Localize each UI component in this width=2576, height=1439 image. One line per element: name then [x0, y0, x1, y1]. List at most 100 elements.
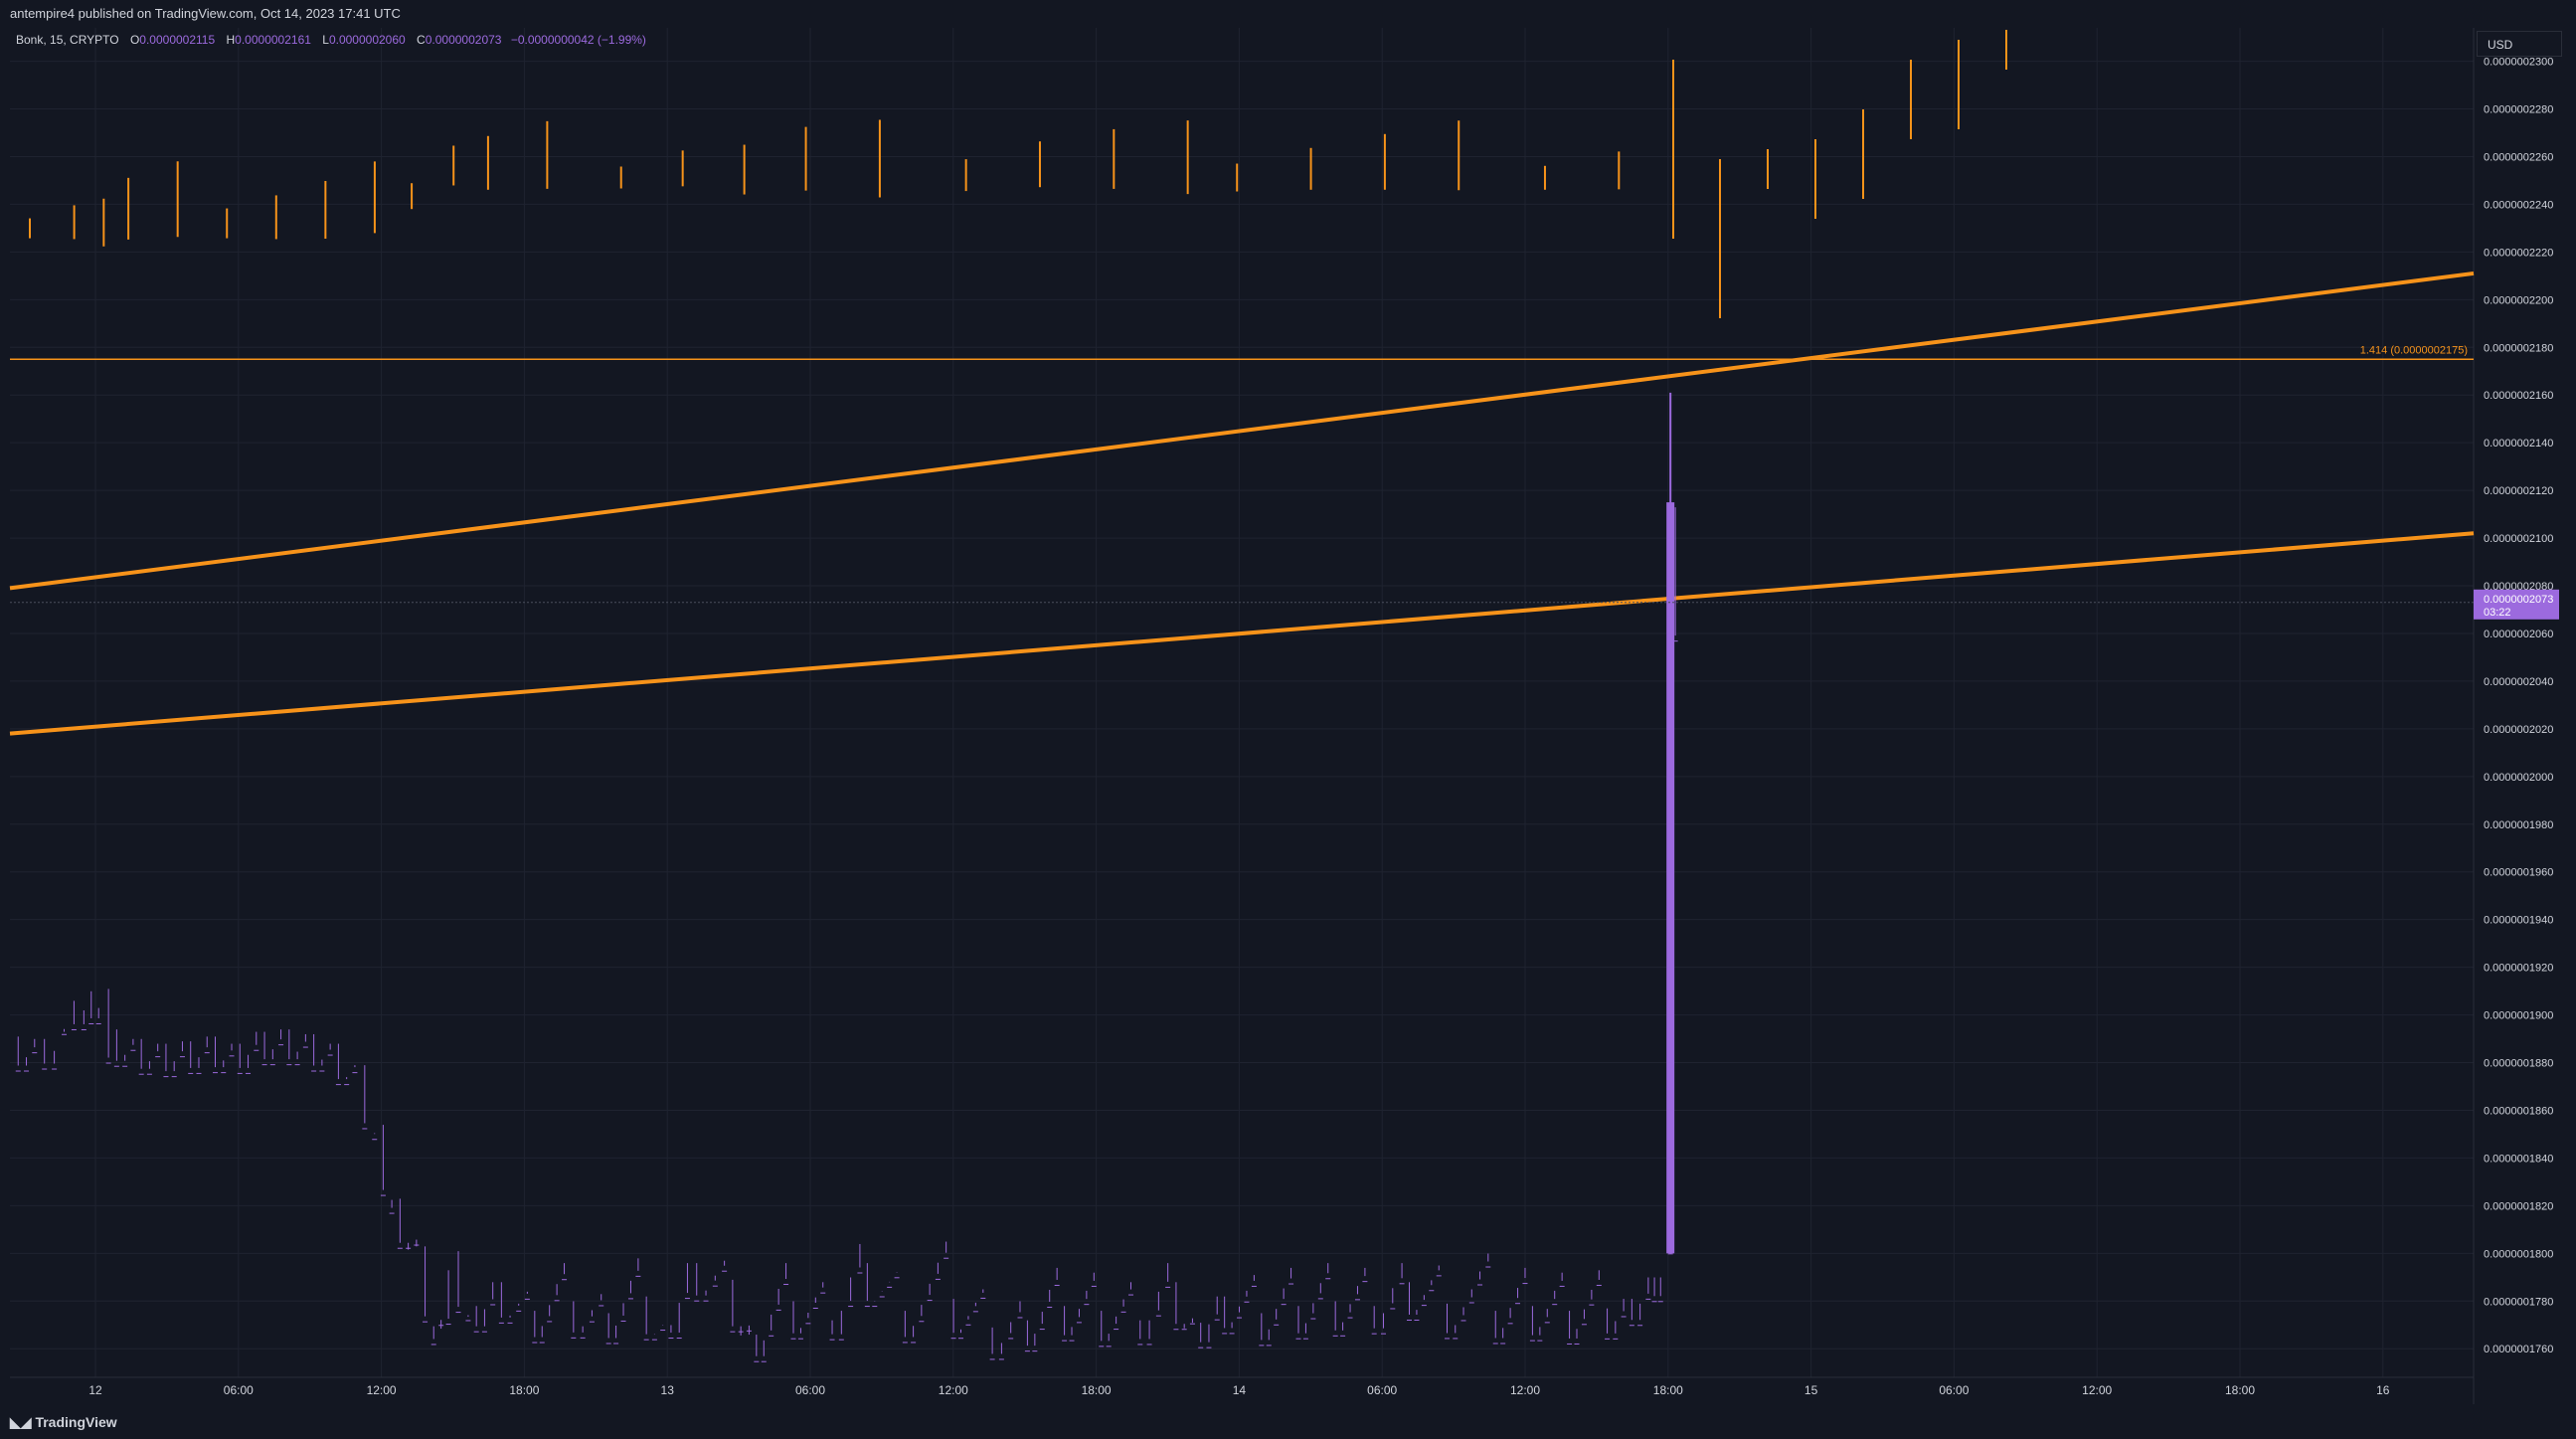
- x-tick-label: 12:00: [939, 1383, 968, 1397]
- candle-body: [1106, 1346, 1112, 1348]
- last-price-label: 0.0000002073: [2484, 594, 2553, 606]
- candle-body: [613, 1343, 619, 1345]
- x-tick-label: 12: [88, 1383, 102, 1397]
- candle-body: [580, 1337, 586, 1339]
- candle-body: [1567, 1343, 1573, 1345]
- candle-body: [62, 1033, 68, 1035]
- candle-body: [1371, 1333, 1377, 1335]
- candle-body: [362, 1128, 368, 1130]
- candle-body: [438, 1325, 444, 1327]
- candle-body: [547, 1321, 553, 1323]
- candle-body: [1362, 1281, 1368, 1283]
- candle-body: [465, 1320, 471, 1322]
- candle-body: [246, 1072, 252, 1074]
- x-tick-label: 18:00: [1082, 1383, 1112, 1397]
- candle-body: [722, 1270, 728, 1272]
- candle-body: [571, 1337, 577, 1339]
- candle-body: [1629, 1325, 1634, 1327]
- candle-body: [605, 1343, 611, 1345]
- x-tick-label: 06:00: [795, 1383, 825, 1397]
- candle-body: [769, 1335, 774, 1337]
- x-tick-label: 18:00: [1653, 1383, 1683, 1397]
- candle-body: [188, 1072, 194, 1074]
- candle-body: [1347, 1317, 1353, 1319]
- y-tick-label: 0.0000002040: [2484, 676, 2553, 688]
- candle-body: [620, 1320, 626, 1322]
- candle-body: [1054, 1284, 1060, 1286]
- y-tick-label: 0.0000001780: [2484, 1296, 2553, 1308]
- candle-body: [1613, 1338, 1619, 1340]
- tradingview-logo[interactable]: ◣◢ TradingView: [10, 1414, 117, 1431]
- candle-body: [1214, 1319, 1220, 1321]
- candle-body: [32, 1052, 38, 1054]
- candle-body: [1492, 1343, 1498, 1345]
- candle-body: [155, 1056, 161, 1058]
- y-tick-label: 0.0000001880: [2484, 1058, 2553, 1070]
- candle-body: [829, 1339, 835, 1341]
- fib-level-label: 1.414 (0.0000002175): [2360, 344, 2468, 356]
- candle-body: [1605, 1338, 1611, 1340]
- x-tick-label: 06:00: [1367, 1383, 1397, 1397]
- close-label: C: [417, 33, 426, 47]
- candle-body: [1340, 1335, 1346, 1337]
- candle-body: [1266, 1345, 1272, 1347]
- candle-body: [1032, 1350, 1038, 1352]
- candle-body: [1453, 1338, 1459, 1340]
- x-tick-label: 12:00: [367, 1383, 397, 1397]
- candle-body: [635, 1275, 641, 1277]
- candle-body: [1429, 1290, 1435, 1292]
- x-tick-label: 06:00: [1939, 1383, 1969, 1397]
- candle-body: [1198, 1347, 1204, 1349]
- candle-body: [204, 1052, 210, 1054]
- candle-body: [327, 1054, 333, 1056]
- candle-body: [1460, 1320, 1466, 1322]
- x-tick-label: 13: [661, 1383, 675, 1397]
- candle-body: [1596, 1284, 1602, 1286]
- open-label: O: [129, 33, 140, 47]
- candle-body: [998, 1358, 1004, 1360]
- candle-body: [1559, 1285, 1565, 1287]
- candle-body: [455, 1312, 461, 1314]
- open-value: 0.0000002115: [139, 33, 216, 47]
- candle-body: [599, 1305, 604, 1307]
- candle-body: [1039, 1329, 1045, 1331]
- x-tick-label: 12:00: [1510, 1383, 1540, 1397]
- price-chart[interactable]: 0.0000002300 0.0000002280 0.0000002260 0.00…: [0, 0, 2576, 1404]
- currency-selector[interactable]: USD: [2477, 31, 2562, 57]
- candle-body: [414, 1244, 420, 1246]
- candle-body: [146, 1073, 152, 1075]
- candle-body: [95, 1022, 101, 1024]
- last-price-badge: [2474, 589, 2559, 620]
- candle-body: [1120, 1311, 1126, 1313]
- y-tick-label: 0.0000002220: [2484, 247, 2553, 259]
- candle-body: [430, 1344, 436, 1346]
- candle-body: [1084, 1304, 1090, 1306]
- candle-body: [389, 1212, 395, 1214]
- candle-body: [1468, 1302, 1474, 1304]
- candle-body: [88, 1022, 94, 1024]
- candle-body: [179, 1056, 185, 1058]
- symbol-label[interactable]: Bonk, 15, CRYPTO: [16, 33, 119, 47]
- candle-body: [278, 1044, 284, 1046]
- y-tick-label: 0.0000001820: [2484, 1200, 2553, 1212]
- x-tick-label: 18:00: [509, 1383, 539, 1397]
- candle-body: [294, 1064, 300, 1066]
- candle-body: [269, 1064, 275, 1066]
- candle-body: [857, 1272, 863, 1274]
- candle-body: [1099, 1346, 1105, 1348]
- x-tick-label: 12:00: [2082, 1383, 2112, 1397]
- candle-body: [965, 1324, 971, 1326]
- candle-body: [171, 1076, 177, 1078]
- y-tick-label: 0.0000002200: [2484, 294, 2553, 306]
- candle-body: [1657, 1301, 1663, 1303]
- candle-body: [812, 1307, 818, 1309]
- y-tick-label: 0.0000002240: [2484, 199, 2553, 211]
- candle-body: [1251, 1285, 1257, 1287]
- candle-body: [1515, 1303, 1521, 1305]
- candle-body: [1672, 640, 1678, 642]
- candle-body: [894, 1277, 900, 1279]
- candle-body: [1237, 1317, 1243, 1319]
- candle-body: [490, 1304, 496, 1306]
- candle-body: [1317, 1298, 1323, 1300]
- candle-body: [1507, 1323, 1513, 1325]
